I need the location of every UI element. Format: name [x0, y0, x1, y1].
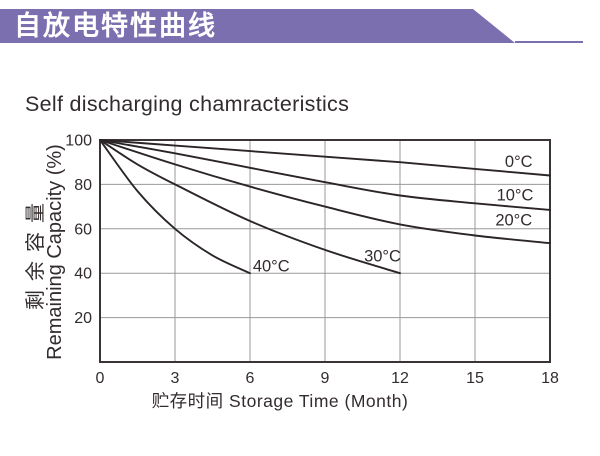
curve-40C — [99, 139, 251, 275]
curve-label-0C: 0°C — [505, 153, 533, 171]
x-tick-0: 0 — [96, 370, 105, 387]
section-banner: 自放电特性曲线 — [0, 9, 515, 43]
x-tick-18: 18 — [541, 370, 559, 387]
curve-30C — [99, 139, 401, 275]
y-tick-40: 40 — [74, 266, 92, 283]
y-tick-100: 100 — [65, 133, 92, 150]
x-tick-3: 3 — [171, 370, 180, 387]
y-tick-20: 20 — [74, 310, 92, 327]
y-tick-60: 60 — [74, 221, 92, 238]
curve-label-10C: 10°C — [497, 187, 534, 205]
plot-border — [99, 139, 551, 363]
y-axis-label-en: Remaining Capacity (%) — [44, 144, 66, 360]
curve-label-20C: 20°C — [495, 211, 532, 229]
y-tick-80: 80 — [74, 177, 92, 194]
y-axis-label-zh: 剩余容量 — [24, 194, 47, 310]
gridlines — [100, 140, 550, 362]
section-banner-title: 自放电特性曲线 — [14, 11, 217, 41]
x-axis-label: 贮存时间 Storage Time (Month) — [152, 391, 409, 411]
x-tick-6: 6 — [246, 370, 255, 387]
curve-label-40C: 40°C — [253, 257, 290, 275]
x-tick-15: 15 — [466, 370, 484, 387]
curve-10C — [99, 139, 551, 211]
curve-0C — [99, 139, 551, 177]
chart-title: Self discharging chamracteristics — [25, 92, 350, 116]
curve-20C — [99, 139, 551, 245]
x-tick-12: 12 — [391, 370, 409, 387]
section-banner-tail-line — [515, 40, 583, 43]
curve-label-30C: 30°C — [364, 247, 401, 265]
x-tick-9: 9 — [321, 370, 330, 387]
